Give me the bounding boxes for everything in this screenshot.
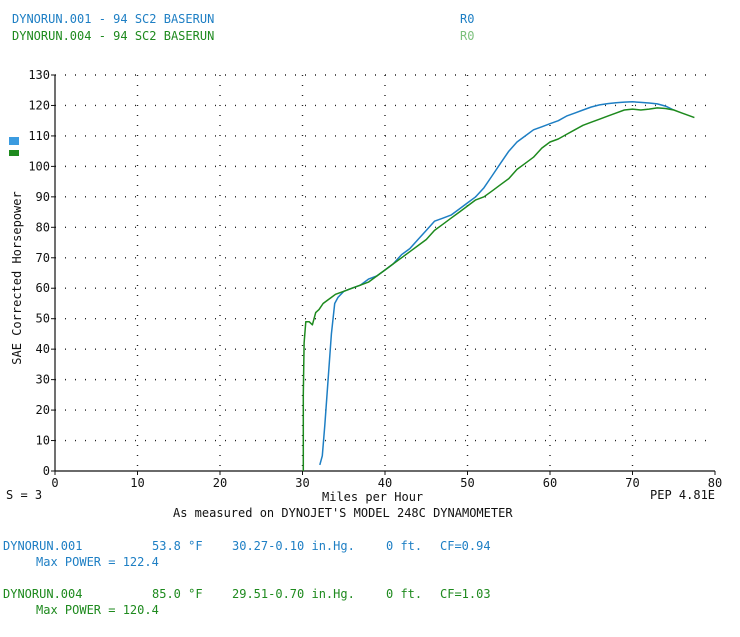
header-run-2-code: R0 <box>460 29 475 43</box>
chart-ticks: 0 10 20 30 40 50 60 70 80 0 10 20 30 40 50 60 70 80 90 100 1… <box>28 68 722 490</box>
x-tick-label: 10 <box>130 476 144 490</box>
y-tick-label: 110 <box>28 129 50 143</box>
x-tick-label: 70 <box>625 476 639 490</box>
y-tick-label: 40 <box>36 342 50 356</box>
x-tick-label: 40 <box>378 476 392 490</box>
x-axis-label: Miles per Hour <box>322 490 424 504</box>
header-run-2-label: DYNORUN.004 - 94 SC2 BASERUN <box>12 29 215 43</box>
run-1-baro: 30.27-0.10 in.Hg. <box>232 539 355 553</box>
smoothing-label: S = 3 <box>6 488 43 502</box>
run-2-alt: 0 ft. <box>386 587 423 601</box>
y-tick-label: 70 <box>36 251 50 265</box>
run-1-cf: CF=0.94 <box>440 539 491 553</box>
run-2-temp: 85.0 °F <box>152 587 203 601</box>
legend-swatch-2 <box>9 150 19 156</box>
pep-version: PEP 4.81E <box>650 488 716 502</box>
run-2-baro: 29.51-0.70 in.Hg. <box>232 587 355 601</box>
y-tick-label: 10 <box>36 434 50 448</box>
run-1-temp: 53.8 °F <box>152 539 203 553</box>
header-run-1-label: DYNORUN.001 - 94 SC2 BASERUN <box>12 12 215 26</box>
run-2-cf: CF=1.03 <box>440 587 491 601</box>
x-tick-label: 20 <box>213 476 227 490</box>
x-tick-label: 60 <box>543 476 557 490</box>
chart-axes <box>54 75 715 472</box>
y-tick-label: 30 <box>36 373 50 387</box>
y-axis-label: SAE Corrected Horsepower <box>10 191 24 364</box>
y-tick-label: 50 <box>36 312 50 326</box>
y-tick-label: 0 <box>43 464 50 478</box>
x-tick-label: 80 <box>708 476 722 490</box>
chart-grid <box>55 74 715 471</box>
series-line-2 <box>302 107 695 471</box>
x-tick-label: 50 <box>460 476 474 490</box>
y-tick-label: 100 <box>28 159 50 173</box>
run-2-max-power: Max POWER = 120.4 <box>36 603 159 617</box>
y-tick-label: 80 <box>36 220 50 234</box>
x-tick-label: 0 <box>51 476 58 490</box>
y-tick-label: 60 <box>36 281 50 295</box>
y-tick-label: 120 <box>28 98 50 112</box>
header-run-1-code: R0 <box>460 12 475 26</box>
measured-note: As measured on DYNOJET'S MODEL 248C DYNA… <box>173 506 513 520</box>
x-tick-label: 30 <box>295 476 309 490</box>
legend-swatch-1 <box>9 137 19 145</box>
y-tick-label: 20 <box>36 403 50 417</box>
series-line-1 <box>319 101 675 466</box>
chart-series <box>302 101 695 471</box>
y-tick-label: 90 <box>36 190 50 204</box>
run-2-name: DYNORUN.004 <box>3 587 83 601</box>
run-1-max-power: Max POWER = 122.4 <box>36 555 159 569</box>
run-1-name: DYNORUN.001 <box>3 539 83 553</box>
y-tick-label: 130 <box>28 68 50 82</box>
run-1-alt: 0 ft. <box>386 539 423 553</box>
